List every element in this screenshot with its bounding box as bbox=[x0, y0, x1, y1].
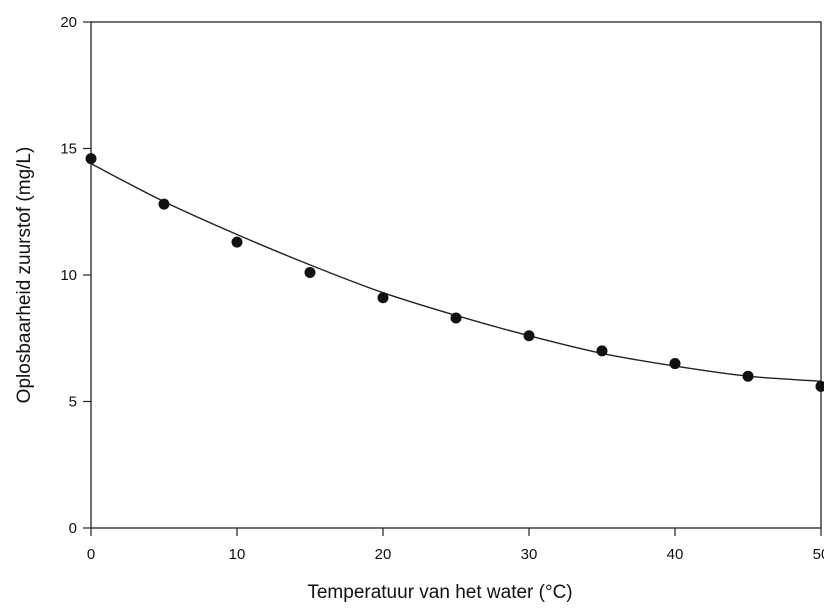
y-tick-label: 5 bbox=[69, 394, 77, 411]
x-axis-title: Temperatuur van het water (°C) bbox=[307, 582, 572, 603]
x-tick-label: 40 bbox=[667, 546, 684, 563]
data-points bbox=[85, 153, 824, 392]
data-point bbox=[596, 345, 608, 357]
x-tick-label: 20 bbox=[375, 546, 392, 563]
trendline bbox=[90, 163, 822, 382]
x-tick-label: 30 bbox=[521, 546, 538, 563]
data-point bbox=[85, 153, 97, 165]
data-point bbox=[377, 292, 389, 304]
plot-frame bbox=[90, 21, 822, 529]
data-point bbox=[523, 330, 535, 342]
y-tick-label: 15 bbox=[60, 141, 77, 158]
data-point bbox=[231, 236, 243, 248]
data-point bbox=[158, 198, 170, 210]
x-tick-label: 10 bbox=[229, 546, 246, 563]
data-point bbox=[815, 380, 824, 392]
x-tick-label: 0 bbox=[87, 546, 95, 563]
y-tick-label: 10 bbox=[60, 267, 77, 284]
y-axis-title: Oplosbaarheid zuurstof (mg/L) bbox=[14, 147, 35, 404]
y-tick-label: 20 bbox=[60, 14, 77, 31]
data-point bbox=[669, 358, 681, 370]
data-point bbox=[450, 312, 462, 324]
data-point bbox=[742, 370, 754, 382]
data-point bbox=[304, 266, 316, 278]
x-tick-label: 50 bbox=[813, 546, 824, 563]
x-axis-ticks: 0 10 20 30 40 50 bbox=[87, 528, 824, 563]
y-tick-label: 0 bbox=[69, 520, 77, 537]
y-axis-ticks: 0 5 10 15 20 bbox=[60, 14, 91, 537]
